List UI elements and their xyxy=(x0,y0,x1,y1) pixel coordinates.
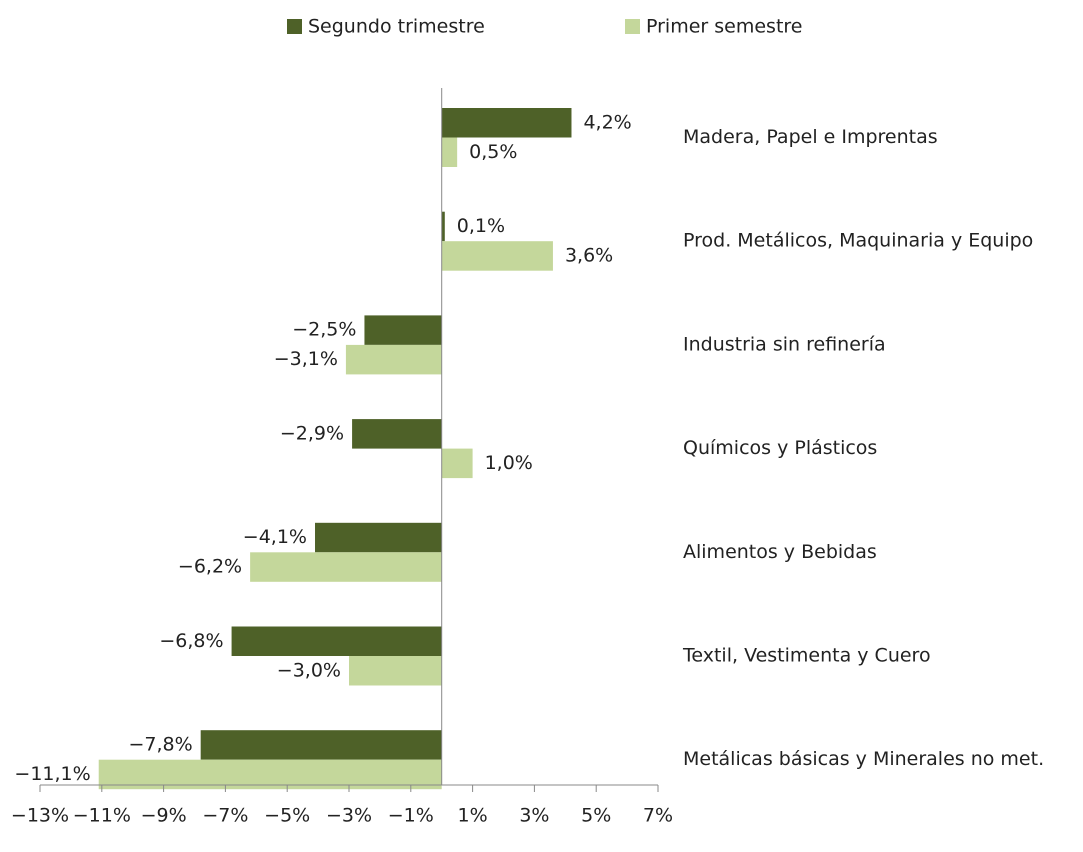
bar xyxy=(441,448,473,479)
x-tick-label: 3% xyxy=(519,805,549,827)
legend-label: Primer semestre xyxy=(646,16,802,38)
value-label: −3,0% xyxy=(277,659,341,681)
category-label: Prod. Metálicos, Maquinaria y Equipo xyxy=(683,230,1033,252)
bar xyxy=(315,522,442,553)
value-label: −6,2% xyxy=(178,556,242,578)
value-label: −4,1% xyxy=(243,526,307,548)
value-label: 0,1% xyxy=(457,215,505,237)
bar xyxy=(441,108,572,138)
x-tick-label: −13% xyxy=(11,805,69,827)
bar xyxy=(345,344,442,375)
x-tick-label: 7% xyxy=(643,805,673,827)
value-label: −6,8% xyxy=(159,630,223,652)
x-tick-label: 1% xyxy=(458,805,488,827)
x-tick-label: −5% xyxy=(264,805,310,827)
value-label: −11,1% xyxy=(14,763,90,785)
bar xyxy=(349,656,442,686)
category-label: Químicos y Plásticos xyxy=(683,437,877,459)
legend-swatch xyxy=(287,19,302,34)
category-label: Alimentos y Bebidas xyxy=(683,541,877,563)
x-tick-label: −7% xyxy=(202,805,248,827)
bar xyxy=(352,419,442,449)
x-tick-label: 5% xyxy=(581,805,611,827)
bar xyxy=(364,315,442,345)
x-tick-label: −1% xyxy=(388,805,434,827)
bar xyxy=(441,211,445,242)
category-label: Madera, Papel e Imprentas xyxy=(683,126,938,148)
category-label: Industria sin refinería xyxy=(683,333,886,355)
value-label: 3,6% xyxy=(565,244,613,266)
bar xyxy=(441,241,553,271)
category-label: Textil, Vestimenta y Cuero xyxy=(682,645,931,667)
bar xyxy=(250,552,442,582)
value-label: −3,1% xyxy=(274,348,338,370)
value-label: 4,2% xyxy=(583,111,631,133)
value-label: 1,0% xyxy=(485,452,533,474)
value-label: 0,5% xyxy=(469,141,517,163)
bar xyxy=(231,626,442,656)
legend-swatch xyxy=(625,19,640,34)
x-tick-label: −11% xyxy=(73,805,131,827)
legend-label: Segundo trimestre xyxy=(308,16,485,38)
bar xyxy=(98,759,442,790)
bar xyxy=(441,137,458,167)
value-label: −2,9% xyxy=(280,422,344,444)
value-label: −7,8% xyxy=(128,733,192,755)
bar xyxy=(200,730,442,760)
x-tick-label: −3% xyxy=(326,805,372,827)
x-tick-label: −9% xyxy=(141,805,187,827)
value-label: −2,5% xyxy=(292,319,356,341)
category-label: Metálicas básicas y Minerales no met. xyxy=(683,748,1044,770)
